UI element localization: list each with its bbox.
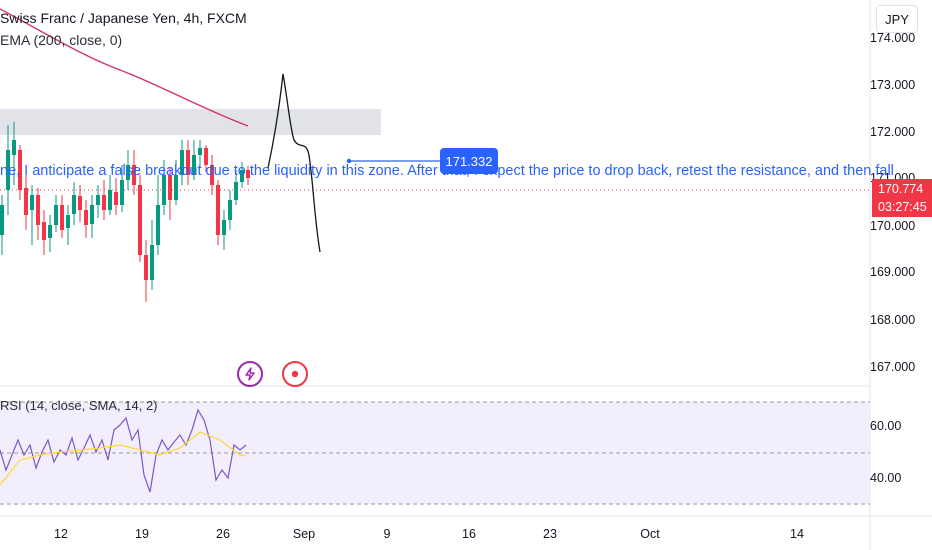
rsi-legend[interactable]: RSI (14, close, SMA, 14, 2) <box>0 398 158 413</box>
bar-countdown: 03:27:45 <box>878 200 927 214</box>
candle-body <box>156 205 160 245</box>
price-tick: 173.000 <box>870 78 916 92</box>
candle-body <box>228 200 232 220</box>
lightning-icon[interactable] <box>237 361 263 387</box>
candle-body <box>240 170 244 182</box>
candle-body <box>144 255 148 280</box>
candle-body <box>54 205 58 225</box>
symbol-legend[interactable]: Swiss Franc / Japanese Yen, 4h, FXCM <box>0 10 247 26</box>
currency-button[interactable]: JPY <box>876 5 918 33</box>
hand-drawn-path <box>267 73 321 253</box>
candle-body <box>120 180 124 205</box>
candle-body <box>6 150 10 190</box>
candle-body <box>180 150 184 175</box>
candle-body <box>96 195 100 205</box>
price-label-anchor <box>346 158 352 164</box>
candle-body <box>102 195 106 210</box>
candle-body <box>36 195 40 225</box>
candle-body <box>42 222 46 240</box>
candle-body <box>114 192 118 205</box>
price-tick: 169.000 <box>870 265 916 279</box>
candle-body <box>162 175 166 205</box>
candle-body <box>132 165 136 185</box>
record-icon[interactable] <box>282 361 308 387</box>
candle-body <box>126 165 130 180</box>
ema-line <box>0 8 249 127</box>
candle-body <box>198 148 202 155</box>
candle-body <box>18 150 22 190</box>
time-tick: 14 <box>790 527 804 541</box>
candle-body <box>246 170 250 178</box>
price-tick: 174.000 <box>870 31 916 45</box>
candle-body <box>138 185 142 255</box>
candle-body <box>174 175 178 200</box>
candle-body <box>66 215 70 228</box>
time-tick: 9 <box>383 527 391 541</box>
price-tick: 170.000 <box>870 219 916 233</box>
time-tick: Sep <box>292 527 316 541</box>
price-label-callout[interactable]: 171.332 <box>440 148 498 174</box>
price-tick: 168.000 <box>870 313 916 327</box>
candle-body <box>210 165 214 185</box>
candle-body <box>108 190 112 210</box>
time-tick: 26 <box>216 527 230 541</box>
candle-body <box>12 140 16 155</box>
candle-body <box>30 195 34 210</box>
time-tick: 16 <box>462 527 476 541</box>
candle-body <box>48 225 52 238</box>
ema-legend[interactable]: EMA (200, close, 0) <box>0 32 123 48</box>
time-tick: Oct <box>640 527 660 541</box>
rsi-tick: 60.00 <box>870 419 902 433</box>
candle-body <box>234 182 238 200</box>
candle-body <box>222 220 226 235</box>
candle-body <box>84 210 88 225</box>
price-tick: 172.000 <box>870 125 916 139</box>
candle-body <box>24 188 28 215</box>
current-price-badge: 170.774 03:27:45 <box>872 179 932 217</box>
candle-body <box>168 175 172 200</box>
candle-body <box>192 155 196 175</box>
time-tick: 12 <box>54 527 68 541</box>
candle-body <box>72 195 76 214</box>
time-tick: 19 <box>135 527 149 541</box>
rsi-tick: 40.00 <box>870 471 902 485</box>
candle-body <box>150 245 154 280</box>
resistance-zone <box>0 109 381 135</box>
price-tick: 167.000 <box>870 360 916 374</box>
candle-body <box>60 205 64 230</box>
candle-body <box>204 148 208 165</box>
rsi-ma-line <box>0 431 247 486</box>
candle-body <box>78 196 82 210</box>
time-tick: 23 <box>543 527 557 541</box>
candle-body <box>186 150 190 175</box>
candle-body <box>0 205 4 235</box>
candle-body <box>216 185 220 235</box>
current-price: 170.774 <box>878 182 924 196</box>
candle-body <box>90 205 94 224</box>
